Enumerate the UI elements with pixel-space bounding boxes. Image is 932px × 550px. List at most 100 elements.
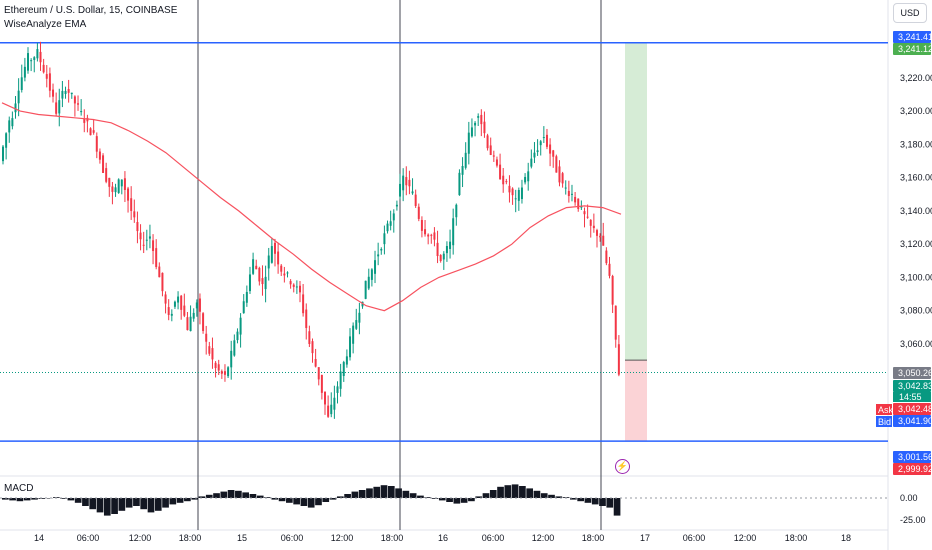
candle-body — [517, 190, 520, 201]
macd-label[interactable]: MACD — [4, 483, 34, 494]
x-tick-label: 18 — [841, 533, 851, 543]
candle-body — [208, 346, 211, 354]
macd-bar — [315, 498, 322, 506]
macd-bar — [387, 486, 395, 498]
candle-body — [339, 371, 342, 389]
candle-body — [367, 276, 370, 289]
macd-bar — [125, 498, 133, 508]
macd-bar — [31, 498, 38, 500]
macd-bar — [322, 498, 330, 502]
candle-body — [255, 265, 258, 270]
macd-bar — [89, 498, 97, 510]
candle-body — [536, 150, 539, 153]
macd-bar — [2, 498, 9, 500]
candle-body — [295, 286, 298, 288]
candle-body — [77, 103, 80, 105]
macd-bar — [460, 498, 468, 503]
candle-body — [130, 198, 133, 211]
candle-body — [614, 305, 617, 340]
candle-body — [39, 51, 42, 63]
candle-body — [170, 313, 173, 316]
macd-bar — [16, 498, 24, 502]
macd-bar — [366, 488, 373, 498]
x-tick-label: 15 — [237, 533, 247, 543]
candle-body — [461, 166, 464, 175]
lightning-icon[interactable]: ⚡ — [615, 459, 630, 474]
indicator-label[interactable]: WiseAnalyze EMA — [4, 19, 87, 30]
candle-body — [549, 144, 552, 154]
candle-body — [442, 253, 445, 260]
candle-body — [133, 211, 136, 218]
candle-body — [148, 236, 151, 239]
candle-body — [386, 223, 389, 232]
badge-ask-bg — [893, 403, 931, 415]
candle-body — [480, 114, 483, 125]
candle-body — [374, 260, 377, 274]
candle-body — [530, 158, 533, 167]
candle-body — [489, 145, 492, 156]
candle-body — [189, 316, 192, 332]
macd-bar — [154, 498, 162, 511]
macd-bar — [242, 492, 249, 498]
candle-body — [273, 242, 276, 254]
candle-body — [408, 179, 411, 187]
y-tick-label: 3,180.00 — [900, 139, 932, 149]
candle-body — [298, 285, 301, 293]
macd-bar — [424, 497, 432, 498]
macd-bar — [489, 490, 497, 498]
macd-bar — [293, 498, 300, 505]
candle-body — [464, 152, 467, 168]
candle-body — [392, 213, 395, 221]
badge-entry: 3,050.26 — [898, 368, 932, 378]
currency-button[interactable]: USD — [893, 3, 927, 23]
candle-body — [411, 191, 414, 194]
candle-body — [483, 121, 486, 134]
candle-body — [214, 362, 217, 369]
y-tick-label: 3,140.00 — [900, 206, 932, 216]
candle-body — [330, 404, 333, 415]
candle-body — [270, 246, 273, 263]
candle-body — [508, 185, 511, 193]
macd-bar — [482, 493, 490, 498]
candle-body — [589, 219, 592, 226]
candle-body — [355, 320, 358, 329]
candle-body — [277, 251, 280, 265]
candle-body — [617, 344, 620, 375]
candle-body — [236, 331, 239, 341]
badge-entry-bg — [893, 367, 931, 379]
candle-body — [458, 172, 461, 196]
candle-body — [561, 173, 564, 184]
macd-bar — [176, 498, 184, 503]
candle-body — [52, 89, 55, 97]
macd-bar — [162, 498, 169, 508]
candle-body — [564, 187, 567, 189]
candle-body — [539, 141, 542, 146]
x-tick-label: 12:00 — [532, 533, 555, 543]
candle-body — [139, 232, 142, 240]
candle-body — [42, 64, 45, 73]
candle-body — [311, 341, 314, 354]
candle-body — [436, 242, 439, 257]
candle-body — [580, 206, 583, 208]
x-tick-label: 12:00 — [331, 533, 354, 543]
candle-body — [198, 298, 201, 312]
macd-bar — [336, 496, 344, 498]
macd-bar — [300, 498, 308, 506]
ask-label: Ask — [878, 405, 894, 415]
candle-body — [142, 244, 145, 246]
candle-body — [161, 272, 164, 292]
candle-body — [370, 269, 373, 280]
candle-body — [302, 294, 305, 314]
candle-body — [495, 159, 498, 166]
y-tick-label: 3,060.00 — [900, 339, 932, 349]
candle-body — [555, 156, 558, 173]
candle-body — [83, 118, 86, 123]
candle-body — [20, 77, 23, 90]
badge-upper: 3,241.12 — [898, 44, 932, 54]
candle-body — [292, 284, 295, 287]
candle-body — [186, 317, 189, 331]
macd-bar — [497, 486, 504, 498]
candle-body — [192, 312, 195, 319]
